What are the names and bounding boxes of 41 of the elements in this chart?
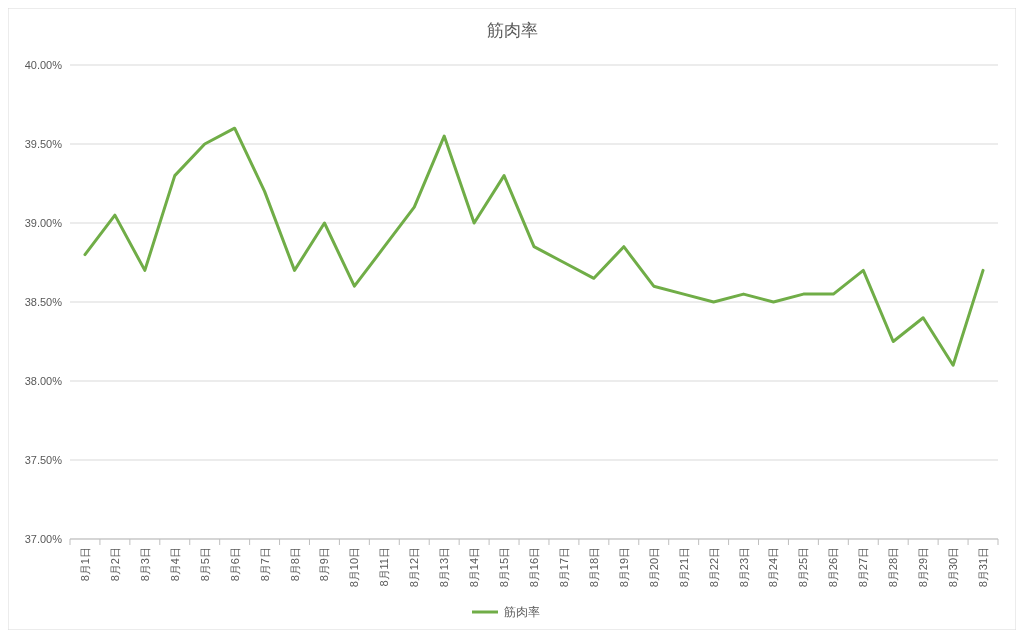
x-tick-label: 8月1日 [78, 547, 91, 582]
y-tick-label: 38.50% [24, 295, 63, 308]
x-tick-label: 8月17日 [557, 547, 570, 588]
x-tick-label: 8月9日 [318, 547, 331, 582]
x-tick-label: 8月24日 [767, 547, 780, 588]
x-tick-label: 8月31日 [977, 547, 990, 588]
y-tick-label: 37.00% [24, 532, 63, 545]
x-tick-label: 8月28日 [887, 547, 900, 588]
y-tick-label: 39.00% [24, 216, 63, 229]
x-tick-label: 8月22日 [707, 547, 720, 588]
x-tick-label: 8月8日 [288, 547, 301, 582]
y-tick-label: 40.00% [24, 58, 63, 71]
x-tick-label: 8月27日 [857, 547, 870, 588]
x-tick-label: 8月16日 [528, 547, 540, 588]
x-tick-label: 8月7日 [258, 547, 271, 582]
x-tick-label: 8月21日 [677, 547, 690, 588]
x-tick-label: 8月15日 [498, 547, 511, 588]
x-tick-label: 8月13日 [438, 547, 451, 588]
x-tick-label: 8月19日 [617, 547, 630, 588]
y-tick-label: 39.50% [24, 137, 63, 150]
x-tick-label: 8月30日 [947, 547, 960, 588]
y-tick-label: 37.50% [24, 453, 63, 466]
x-tick-label: 8月25日 [797, 547, 810, 588]
x-tick-label: 8月10日 [348, 547, 361, 588]
x-tick-label: 8月14日 [468, 547, 481, 588]
x-tick-label: 8月29日 [917, 547, 930, 588]
x-tick-label: 8月23日 [737, 547, 750, 588]
x-tick-label: 8月4日 [168, 547, 181, 582]
x-tick-label: 8月3日 [138, 547, 151, 582]
x-tick-label: 8月5日 [198, 547, 211, 582]
legend-label: 筋肉率 [504, 605, 540, 620]
x-tick-label: 8月20日 [647, 547, 660, 588]
x-tick-label: 8月18日 [587, 547, 600, 588]
x-tick-label: 8月6日 [228, 547, 241, 582]
x-tick-label: 8月26日 [827, 547, 840, 588]
x-tick-label: 8月11日 [378, 547, 391, 587]
line-series [83, 126, 985, 367]
y-tick-label: 38.00% [24, 374, 63, 387]
x-tick-label: 8月12日 [408, 547, 421, 588]
chart-title: 筋肉率 [486, 21, 538, 40]
x-tick-label: 8月2日 [108, 547, 121, 582]
